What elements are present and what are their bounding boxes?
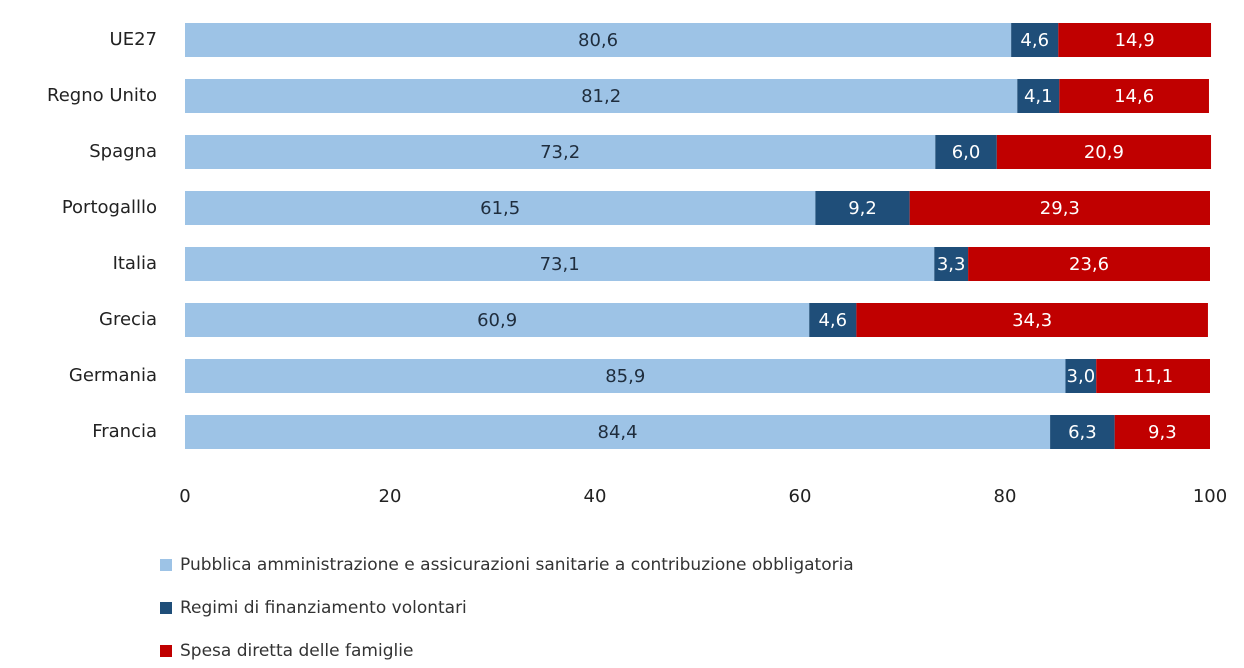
data-label: 4,1 bbox=[1024, 86, 1053, 107]
y-tick-label: Germania bbox=[69, 365, 157, 386]
bar-segment bbox=[185, 135, 936, 169]
data-label: 85,9 bbox=[605, 366, 645, 387]
x-tick-label: 20 bbox=[379, 486, 402, 507]
y-tick-label: UE27 bbox=[110, 29, 157, 50]
bar-segment bbox=[1011, 23, 1059, 57]
bar-segment bbox=[996, 135, 1212, 169]
bar-segment bbox=[934, 247, 969, 281]
data-label: 4,6 bbox=[818, 310, 847, 331]
x-tick-label: 60 bbox=[789, 486, 812, 507]
data-label: 14,6 bbox=[1114, 86, 1154, 107]
legend-swatch bbox=[160, 559, 172, 571]
data-label: 6,3 bbox=[1068, 422, 1097, 443]
bar-segment bbox=[968, 247, 1210, 281]
y-tick-label: Grecia bbox=[99, 309, 157, 330]
bar-segment bbox=[185, 23, 1012, 57]
bar-segment bbox=[1058, 23, 1212, 57]
data-label: 9,3 bbox=[1148, 422, 1177, 443]
data-label: 29,3 bbox=[1040, 198, 1080, 219]
data-label: 3,0 bbox=[1067, 366, 1096, 387]
y-tick-label: Francia bbox=[92, 421, 157, 442]
bar-segment bbox=[185, 359, 1066, 393]
data-label: 3,3 bbox=[937, 254, 966, 275]
data-label: 73,2 bbox=[540, 142, 580, 163]
x-tick-label: 80 bbox=[994, 486, 1017, 507]
bar-segment bbox=[185, 415, 1051, 449]
data-label: 6,0 bbox=[952, 142, 981, 163]
bar-segment bbox=[1017, 79, 1060, 113]
data-label: 73,1 bbox=[540, 254, 580, 275]
data-label: 34,3 bbox=[1012, 310, 1052, 331]
bar-segment bbox=[1050, 415, 1115, 449]
y-tick-label: Spagna bbox=[89, 141, 157, 162]
bar-segment bbox=[1059, 79, 1209, 113]
bar-segment bbox=[185, 303, 810, 337]
bar-segment bbox=[815, 191, 910, 225]
bar-segment bbox=[856, 303, 1208, 337]
bar-segment bbox=[909, 191, 1210, 225]
data-label: 81,2 bbox=[581, 86, 621, 107]
x-tick-label: 40 bbox=[584, 486, 607, 507]
legend-label: Pubblica amministrazione e assicurazioni… bbox=[180, 555, 854, 575]
data-label: 14,9 bbox=[1115, 30, 1155, 51]
data-label: 4,6 bbox=[1020, 30, 1049, 51]
data-label: 84,4 bbox=[598, 422, 638, 443]
y-tick-label: Regno Unito bbox=[47, 85, 157, 106]
legend-swatch bbox=[160, 602, 172, 614]
data-label: 23,6 bbox=[1069, 254, 1109, 275]
bar-segment bbox=[1096, 359, 1210, 393]
bar-segment bbox=[1065, 359, 1097, 393]
bar-segment bbox=[185, 79, 1018, 113]
legend-label: Spesa diretta delle famiglie bbox=[180, 641, 413, 661]
y-tick-label: Italia bbox=[113, 253, 157, 274]
x-tick-label: 0 bbox=[179, 486, 190, 507]
bar-segment bbox=[935, 135, 997, 169]
data-label: 61,5 bbox=[480, 198, 520, 219]
data-label: 80,6 bbox=[578, 30, 618, 51]
data-label: 20,9 bbox=[1084, 142, 1124, 163]
bar-segment bbox=[185, 247, 935, 281]
data-label: 9,2 bbox=[848, 198, 877, 219]
legend-label: Regimi di finanziamento volontari bbox=[180, 598, 467, 618]
data-label: 11,1 bbox=[1133, 366, 1173, 387]
y-tick-label: Portogalllo bbox=[62, 197, 157, 218]
x-tick-label: 100 bbox=[1193, 486, 1227, 507]
bar-segment bbox=[1114, 415, 1210, 449]
bar-segment bbox=[185, 191, 816, 225]
bar-segment bbox=[809, 303, 857, 337]
data-label: 60,9 bbox=[477, 310, 517, 331]
legend-swatch bbox=[160, 645, 172, 657]
